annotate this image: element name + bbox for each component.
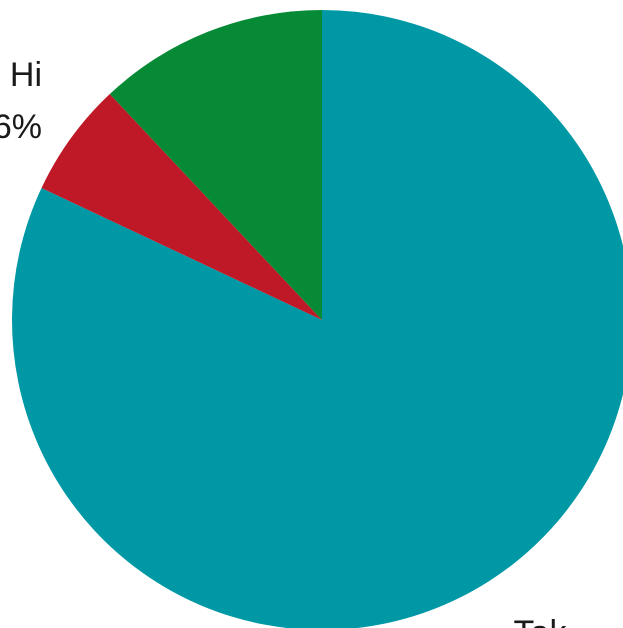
slice-label-hi-percent: 6% — [0, 108, 42, 146]
pie-slice-hi — [41, 94, 322, 321]
pie-slice-slice-3 — [109, 10, 322, 320]
slice-label-hi-name: Hi — [10, 56, 42, 94]
slice-label-tak-name: Tak — [514, 614, 568, 628]
pie-slice-tak — [12, 10, 623, 628]
slice-label-hi: Hi 6% — [0, 56, 42, 146]
pie-slices — [12, 10, 623, 628]
slice-label-tak: Tak — [514, 614, 568, 628]
